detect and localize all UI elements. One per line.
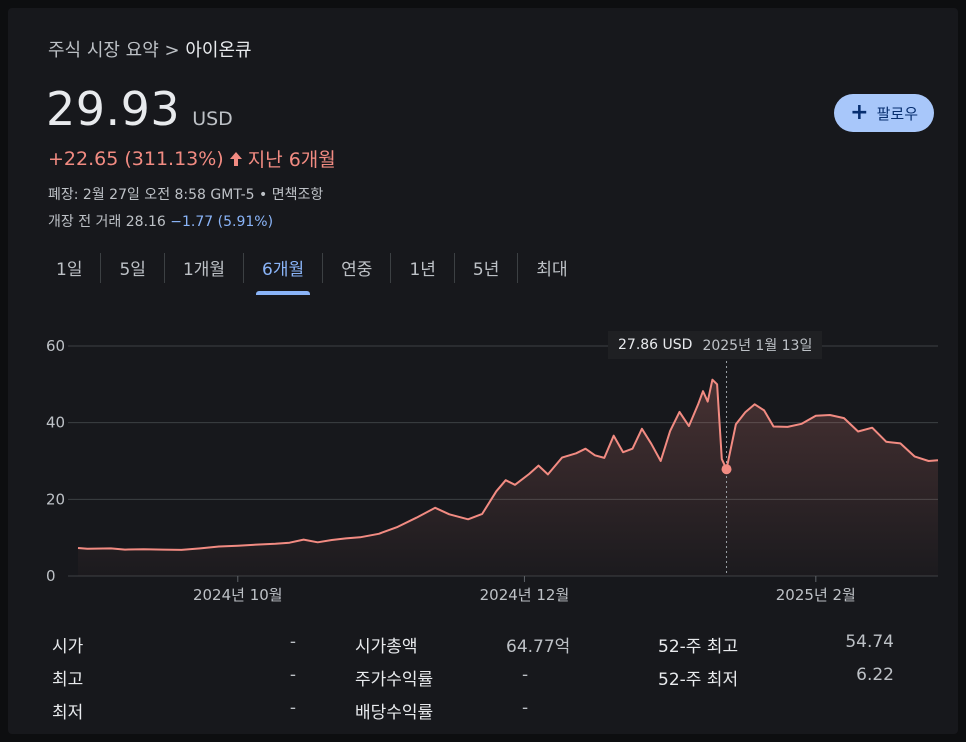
stock-card: 주식 시장 요약 > 아이온큐 29.93 USD +22.65 (311.13… (8, 8, 958, 734)
y-tick-label: 40 (46, 414, 65, 432)
tab-1y[interactable]: 1년 (409, 260, 436, 280)
price-change: +22.65 (311.13%) 지난 6개월 (48, 145, 336, 172)
tab-5d[interactable]: 5일 (119, 260, 146, 280)
stat-52w-high-value: 54.74 (845, 632, 894, 652)
tooltip-price: 27.86 USD (618, 337, 693, 353)
tab-divider (322, 252, 324, 283)
premarket-info: 개장 전 거래 28.16 −1.77 (5.91%) (48, 211, 273, 231)
arrow-up-icon (229, 151, 242, 166)
y-tick-label: 60 (46, 337, 65, 355)
tab-divider (163, 252, 165, 283)
price-area (78, 379, 938, 576)
stat-high-label: 최고 (52, 670, 84, 690)
chart-tooltip: 27.86 USD 2025년 1월 13일 (608, 331, 823, 359)
stat-low-value: - (289, 698, 296, 718)
stat-dividend-label: 배당수익률 (355, 703, 434, 723)
stat-open-value: - (289, 632, 296, 652)
hover-point (721, 464, 732, 475)
tab-ytd[interactable]: 연중 (341, 260, 373, 280)
price-chart[interactable]: 60 40 20 0 2024년 10월 2024년 12월 2025년 2월 (8, 328, 958, 618)
stat-high-value: - (289, 665, 296, 685)
stat-pe-label: 주가수익률 (355, 670, 434, 690)
stat-low-label: 최저 (52, 703, 84, 723)
stock-price: 29.93 (46, 82, 181, 136)
tab-max[interactable]: 최대 (536, 260, 568, 280)
tab-divider (100, 252, 102, 283)
plus-icon: + (850, 100, 869, 125)
breadcrumb-parent-link[interactable]: 주식 시장 요약 (48, 40, 159, 61)
x-tick-label: 2024년 10월 (193, 586, 283, 604)
y-tick-label: 0 (46, 567, 56, 585)
stat-52w-low-value: 6.22 (856, 665, 894, 685)
breadcrumb-separator: > (164, 40, 180, 61)
stat-marketcap-value: 64.77억 (506, 637, 571, 657)
breadcrumb: 주식 시장 요약 > 아이온큐 (48, 36, 252, 62)
tab-divider (390, 252, 392, 283)
tab-1d[interactable]: 1일 (56, 260, 83, 280)
y-tick-label: 20 (46, 490, 65, 508)
range-tabs: 1일 5일 1개월 6개월 연중 1년 5년 최대 (38, 251, 586, 295)
stat-open-label: 시가 (52, 637, 84, 657)
close-info: 폐장: 2월 27일 오전 8:58 GMT-5 • 면책조항 (48, 187, 324, 203)
tab-divider (243, 252, 245, 283)
currency-label: USD (192, 108, 233, 130)
stat-dividend-value: - (522, 698, 529, 718)
stat-pe-value: - (522, 665, 529, 685)
stat-52w-high-label: 52-주 최고 (658, 637, 739, 657)
premarket-label: 개장 전 거래 28.16 (48, 214, 166, 230)
tab-divider (517, 252, 519, 283)
x-tick-label: 2024년 12월 (480, 586, 570, 604)
stats-table: 시가 - 최고 - 최저 - 시가총액 64.77억 주가수익률 - 배당수익률… (8, 626, 958, 726)
stat-marketcap-label: 시가총액 (355, 637, 418, 657)
price-line (77, 378, 939, 551)
tab-divider (453, 252, 455, 283)
breadcrumb-current: 아이온큐 (185, 40, 252, 61)
tab-1m[interactable]: 1개월 (182, 260, 226, 280)
change-value: +22.65 (311.13%) (48, 147, 224, 170)
premarket-change: −1.77 (5.91%) (170, 214, 274, 230)
tab-5y[interactable]: 5년 (472, 260, 500, 280)
price-row: 29.93 USD (46, 82, 233, 136)
change-period: 지난 6개월 (247, 149, 336, 171)
stat-52w-low-label: 52-주 최저 (658, 670, 739, 690)
tooltip-date: 2025년 1월 13일 (702, 338, 813, 354)
follow-label: 팔로우 (876, 104, 918, 123)
tab-6m[interactable]: 6개월 (244, 251, 322, 295)
x-tick-label: 2025년 2월 (776, 586, 856, 604)
follow-button[interactable]: + 팔로우 (834, 94, 934, 132)
